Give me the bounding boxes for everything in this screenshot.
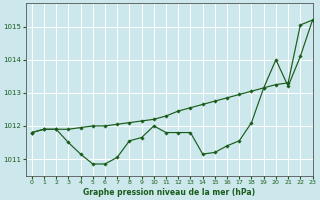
X-axis label: Graphe pression niveau de la mer (hPa): Graphe pression niveau de la mer (hPa)	[83, 188, 255, 197]
